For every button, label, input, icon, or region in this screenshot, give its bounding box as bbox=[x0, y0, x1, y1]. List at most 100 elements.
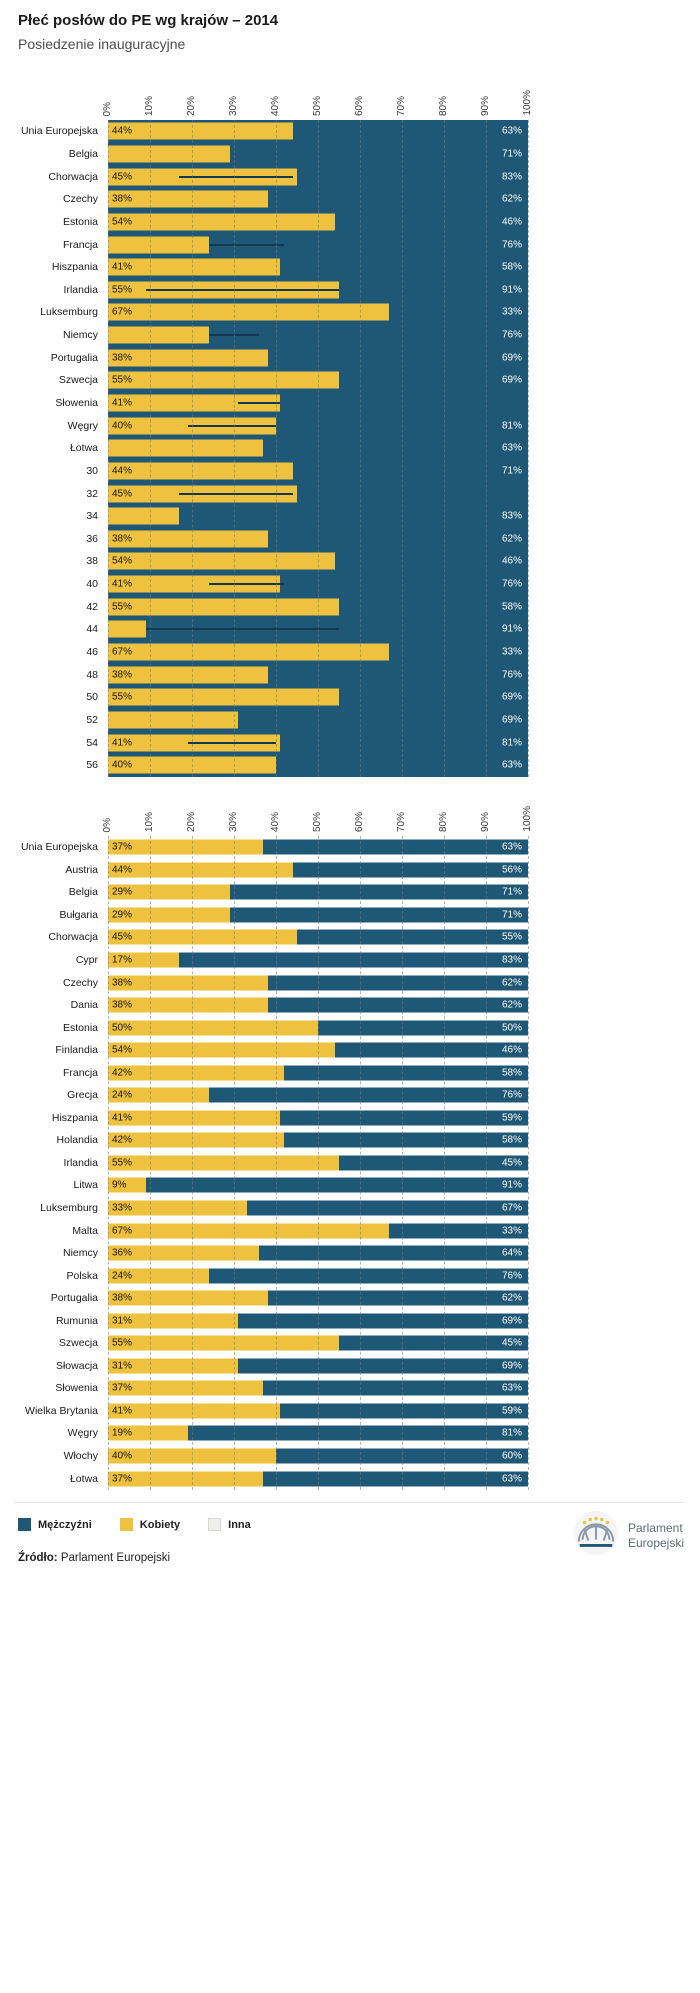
chart-row: 40 41% 76% bbox=[0, 573, 529, 596]
men-value-label: 83% bbox=[501, 171, 522, 183]
women-value-label: 40% bbox=[112, 759, 133, 771]
men-value-label: 58% bbox=[501, 601, 522, 613]
axis-tick-label: 40% bbox=[270, 811, 281, 832]
country-label: 56 bbox=[86, 759, 98, 772]
chart-row: 36 38% 62% bbox=[0, 528, 529, 551]
men-value-label: 67% bbox=[501, 1202, 522, 1214]
legend-swatch-icon bbox=[18, 1518, 31, 1531]
men-value-label: 69% bbox=[501, 1360, 522, 1372]
country-label: Luksemburg bbox=[40, 1202, 98, 1215]
women-bar bbox=[108, 952, 180, 968]
men-bar bbox=[229, 907, 528, 923]
bar-track: 71% bbox=[108, 143, 528, 166]
women-bar bbox=[108, 122, 293, 140]
bar-track: 38% 62% bbox=[108, 188, 528, 211]
women-bar bbox=[108, 326, 209, 344]
chart-row: Luksemburg 33% 67% bbox=[0, 1197, 529, 1220]
women-bar bbox=[108, 394, 281, 412]
bar-track: 24% 76% bbox=[108, 1084, 528, 1107]
women-bar bbox=[108, 349, 268, 367]
women-bar bbox=[108, 1177, 146, 1193]
country-label: Dania bbox=[70, 999, 98, 1012]
women-bar bbox=[108, 439, 264, 457]
country-label: Szwecja bbox=[58, 374, 98, 387]
women-bar bbox=[108, 997, 268, 1013]
chart-row: Irlandia 55% 91% bbox=[0, 278, 529, 301]
country-label: 42 bbox=[86, 600, 98, 613]
country-label: Rumunia bbox=[55, 1314, 98, 1327]
country-label: Czechy bbox=[62, 976, 98, 989]
bar-track: 55% 91% bbox=[108, 278, 528, 301]
men-value-label: 45% bbox=[501, 1157, 522, 1169]
bar-track: 36% 64% bbox=[108, 1242, 528, 1265]
women-bar bbox=[108, 507, 180, 525]
chart-row: Rumunia 31% 69% bbox=[0, 1309, 529, 1332]
men-bar bbox=[229, 884, 528, 900]
chart-row: 32 45% bbox=[0, 482, 529, 505]
women-bar bbox=[108, 1042, 335, 1058]
men-value-label: 91% bbox=[501, 284, 522, 296]
men-bar bbox=[267, 1290, 528, 1306]
men-value-label: 58% bbox=[501, 1134, 522, 1146]
men-value-label: 63% bbox=[501, 1382, 522, 1394]
bar-track: 54% 46% bbox=[108, 211, 528, 234]
women-bar bbox=[108, 1223, 390, 1239]
country-label: Holandia bbox=[56, 1134, 98, 1147]
country-label: Belgia bbox=[68, 147, 98, 160]
chart-row: Estonia 54% 46% bbox=[0, 211, 529, 234]
axis-tick-label: 0% bbox=[102, 817, 113, 832]
country-label: Estonia bbox=[62, 1021, 98, 1034]
women-value-label: 67% bbox=[112, 1225, 133, 1237]
source-line: Źródło: Parlament Europejski bbox=[18, 1552, 170, 1564]
women-bar bbox=[108, 975, 268, 991]
men-bar bbox=[284, 1065, 528, 1081]
women-value-label: 33% bbox=[112, 1202, 133, 1214]
country-label: Chorwacja bbox=[48, 931, 98, 944]
country-label: Unia Europejska bbox=[20, 841, 98, 854]
source-label: Źródło: bbox=[18, 1552, 58, 1564]
men-value-label: 56% bbox=[501, 864, 522, 876]
women-bar bbox=[108, 1448, 276, 1464]
women-bar bbox=[108, 1335, 339, 1351]
women-bar bbox=[108, 1155, 339, 1171]
chart-row: Słowacja 31% 69% bbox=[0, 1355, 529, 1378]
bar-track: 38% 62% bbox=[108, 528, 528, 551]
chart-row: Unia Europejska 37% 63% bbox=[0, 836, 529, 859]
gender-chart-bottom: 0% 10% 20% 30% 40% 50% 60% 70% 80% 90% 100% Unia E… bbox=[0, 792, 700, 1504]
chart-row: Holandia 42% 58% bbox=[0, 1129, 529, 1152]
country-label: Unia Europejska bbox=[20, 125, 98, 138]
axis-tick-label: 50% bbox=[312, 95, 323, 116]
women-value-label: 55% bbox=[112, 691, 133, 703]
women-value-label: 41% bbox=[112, 737, 133, 749]
country-label: Węgry bbox=[67, 419, 98, 432]
men-bar bbox=[208, 1087, 528, 1103]
country-label: Hiszpania bbox=[51, 261, 98, 274]
bar-track: 50% 50% bbox=[108, 1016, 528, 1039]
legend-item: Mężczyźni bbox=[18, 1518, 92, 1531]
chart-row: Łotwa 37% 63% bbox=[0, 1467, 529, 1490]
chart-row: Łotwa 63% bbox=[0, 437, 529, 460]
women-value-label: 55% bbox=[112, 1337, 133, 1349]
country-label: Włochy bbox=[63, 1450, 98, 1463]
chart-row: Hiszpania 41% 59% bbox=[0, 1107, 529, 1130]
country-label: 40 bbox=[86, 578, 98, 591]
men-value-label: 69% bbox=[501, 691, 522, 703]
legend-label: Mężczyźni bbox=[38, 1518, 92, 1531]
country-label: Szwecja bbox=[58, 1337, 98, 1350]
chart-row: Estonia 50% 50% bbox=[0, 1016, 529, 1039]
men-value-label: 62% bbox=[501, 193, 522, 205]
bar-track: 55% 45% bbox=[108, 1152, 528, 1175]
chart-row: Dania 38% 62% bbox=[0, 994, 529, 1017]
men-value-label: 81% bbox=[501, 1427, 522, 1439]
women-bar bbox=[108, 1065, 285, 1081]
women-bar bbox=[108, 575, 281, 593]
bar-track: 69% bbox=[108, 709, 528, 732]
chart-row: Belgia 71% bbox=[0, 143, 529, 166]
glitch-line bbox=[187, 741, 276, 744]
chart-row: Francja 76% bbox=[0, 233, 529, 256]
axis-tick-label: 70% bbox=[396, 95, 407, 116]
men-value-label: 33% bbox=[501, 646, 522, 658]
chart-row: 56 40% 63% bbox=[0, 754, 529, 777]
women-value-label: 67% bbox=[112, 306, 133, 318]
men-value-label: 59% bbox=[501, 1112, 522, 1124]
